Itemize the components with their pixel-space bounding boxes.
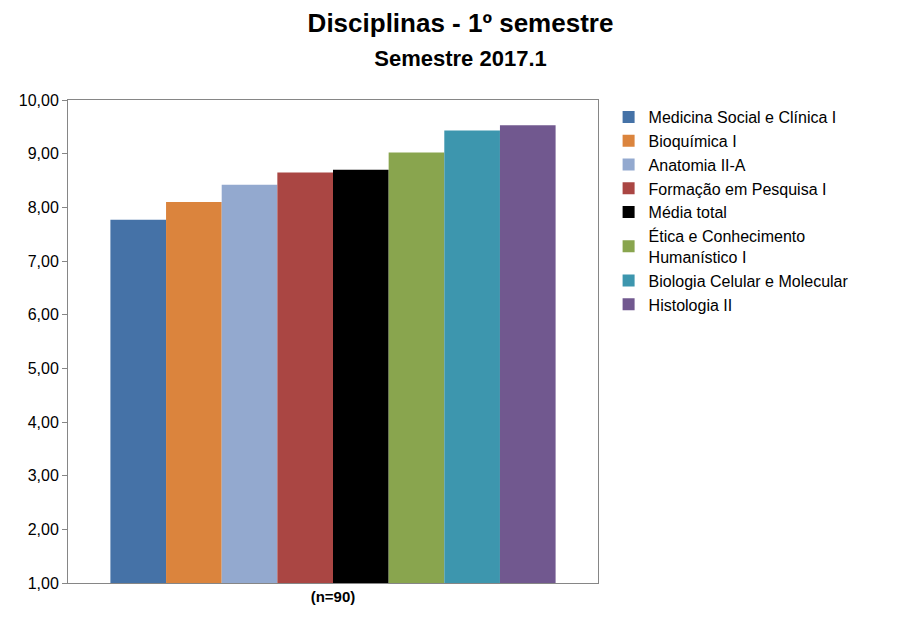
svg-text:Biologia Celular e Molecular: Biologia Celular e Molecular: [649, 273, 849, 290]
svg-text:6,00: 6,00: [28, 306, 59, 323]
svg-text:1,00: 1,00: [28, 575, 59, 592]
svg-text:Medicina Social e Clínica I: Medicina Social e Clínica I: [649, 109, 837, 126]
svg-text:2,00: 2,00: [28, 521, 59, 538]
svg-text:8,00: 8,00: [28, 199, 59, 216]
svg-text:Média total: Média total: [649, 204, 727, 221]
svg-text:3,00: 3,00: [28, 467, 59, 484]
svg-text:Formação em Pesquisa I: Formação em Pesquisa I: [649, 181, 827, 198]
svg-text:9,00: 9,00: [28, 145, 59, 162]
svg-text:7,00: 7,00: [28, 253, 59, 270]
svg-text:Disciplinas - 1º semestreSemes: Disciplinas - 1º semestreSemestre 2017.1: [308, 8, 614, 71]
svg-text:Histologia II: Histologia II: [649, 297, 733, 314]
svg-text:Ética e ConhecimentoHumanístic: Ética e ConhecimentoHumanístico I: [649, 227, 806, 266]
svg-text:Bioquímica I: Bioquímica I: [649, 133, 737, 150]
svg-text:5,00: 5,00: [28, 360, 59, 377]
svg-text:Anatomia II-A: Anatomia II-A: [649, 157, 746, 174]
svg-text:10,00: 10,00: [19, 92, 59, 109]
svg-text:(n=90): (n=90): [311, 588, 356, 605]
svg-text:4,00: 4,00: [28, 414, 59, 431]
